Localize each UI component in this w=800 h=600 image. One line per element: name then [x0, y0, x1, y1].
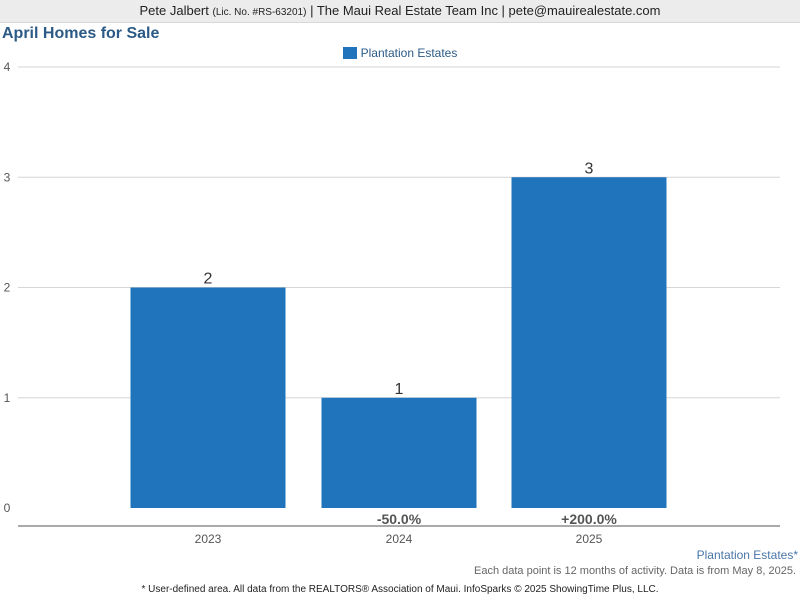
legend-label: Plantation Estates [360, 46, 458, 60]
chart-title: April Homes for Sale [2, 25, 160, 42]
agent-header: Pete Jalbert (Lic. No. #RS-63201) | The … [0, 0, 800, 23]
agent-name: Pete Jalbert [139, 3, 209, 18]
bar [511, 177, 667, 508]
data-label: 2 [204, 271, 213, 288]
source-area-label[interactable]: Plantation Estates* [696, 548, 798, 562]
license-number: (Lic. No. #RS-63201) [212, 7, 307, 18]
y-tick-label: 0 [4, 501, 11, 515]
x-tick-label: 2024 [386, 532, 413, 546]
x-tick-label: 2025 [576, 532, 603, 546]
agent-contact: | The Maui Real Estate Team Inc | pete@m… [310, 3, 661, 18]
y-tick-label: 2 [4, 281, 11, 295]
x-tick-label: 2023 [195, 532, 222, 546]
change-label: +200.0% [561, 511, 617, 527]
y-tick-label: 1 [4, 391, 11, 405]
data-label: 3 [585, 160, 594, 177]
footer-disclaimer: * User-defined area. All data from the R… [141, 584, 659, 595]
bar [321, 397, 477, 508]
data-note: Each data point is 12 months of activity… [473, 565, 796, 577]
chart-legend[interactable]: Plantation Estates [0, 46, 800, 60]
y-tick-label: 4 [4, 60, 11, 74]
y-tick-label: 3 [4, 170, 11, 184]
bar [130, 287, 286, 508]
change-label: -50.0% [377, 511, 422, 527]
data-label: 1 [395, 381, 404, 398]
legend-swatch [342, 47, 357, 59]
